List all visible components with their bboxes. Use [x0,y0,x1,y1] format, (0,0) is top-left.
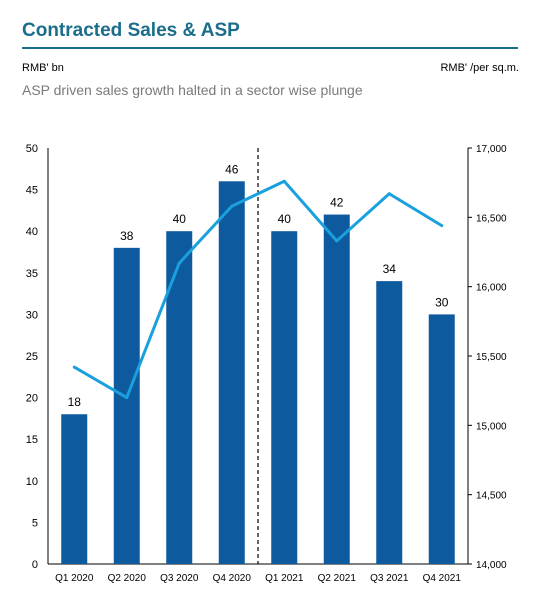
left-tick-label: 50 [26,143,38,155]
right-tick-label: 16,500 [476,213,507,224]
bar-q1-2021 [271,231,298,564]
right-axis-unit: RMB' /per sq.m. [440,62,519,74]
asp-line-point [125,396,129,400]
x-tick-label: Q3 2020 [160,573,199,584]
bar-q1-2020 [61,414,88,564]
asp-line-point [282,179,286,183]
bar-value-label: 30 [435,295,449,309]
x-tick-label: Q4 2021 [423,573,462,584]
right-tick-label: 14,500 [476,491,507,502]
x-tick-label: Q3 2021 [370,573,409,584]
bar-value-label: 38 [120,229,134,243]
left-tick-label: 25 [26,351,38,363]
left-tick-label: 20 [26,393,38,405]
left-tick-label: 15 [26,434,38,446]
asp-line-point [387,192,391,196]
asp-line-point [72,365,76,369]
bar-q4-2021 [428,314,455,564]
x-tick-label: Q1 2021 [265,573,304,584]
bar-value-label: 18 [68,395,82,409]
chart-subtitle: ASP driven sales growth halted in a sect… [22,82,363,98]
bar-value-label: 46 [225,162,239,176]
bar-value-label: 42 [330,196,344,210]
x-tick-label: Q2 2020 [108,573,147,584]
asp-line [73,179,443,400]
x-tick-label: Q4 2020 [213,573,252,584]
bar-q2-2020 [113,247,140,564]
left-tick-label: 40 [26,226,38,238]
asp-line-point [230,204,234,208]
asp-line-point [440,224,444,228]
title-underline [22,47,518,49]
left-tick-label: 10 [26,476,38,488]
left-tick-label: 30 [26,309,38,321]
chart-title: Contracted Sales & ASP [22,20,240,41]
right-tick-label: 16,000 [476,283,507,294]
left-tick-label: 5 [32,517,38,529]
left-tick-label: 35 [26,268,38,280]
bar-value-label: 34 [383,262,397,276]
asp-line-point [177,261,181,265]
right-tick-label: 17,000 [476,144,507,155]
right-tick-label: 15,000 [476,421,507,432]
bar-value-label: 40 [278,212,292,226]
bar-q2-2021 [323,214,350,564]
bar-value-label: 40 [173,212,187,226]
bar-q4-2020 [218,181,245,564]
left-tick-label: 45 [26,185,38,197]
asp-line-point [335,239,339,243]
bar-q3-2020 [166,231,193,564]
right-tick-label: 15,500 [476,352,507,363]
left-axis-unit: RMB' bn [22,62,64,74]
left-tick-label: 0 [32,559,38,571]
x-tick-label: Q1 2020 [55,573,94,584]
right-tick-label: 14,000 [476,560,507,571]
bar-q3-2021 [376,281,403,564]
x-tick-label: Q2 2021 [318,573,357,584]
